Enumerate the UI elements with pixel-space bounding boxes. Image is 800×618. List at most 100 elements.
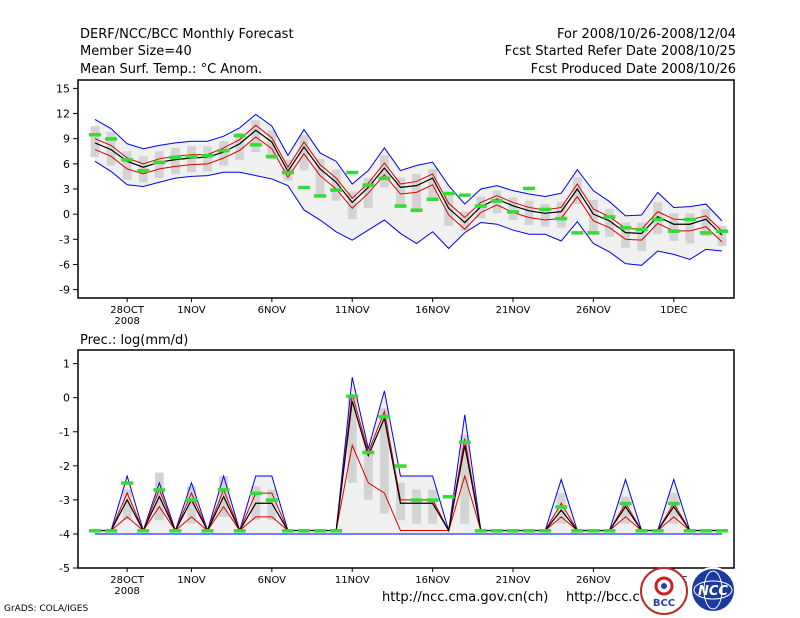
ensemble-box <box>637 222 647 252</box>
ensemble-box <box>701 209 711 236</box>
observation-marker <box>314 529 327 533</box>
observation-marker <box>619 501 632 506</box>
ensemble-box <box>605 209 614 237</box>
forecast-start-date: Fcst Started Refer Date 2008/10/25 <box>504 44 736 59</box>
x-tick-label: 21NOV <box>496 305 531 316</box>
observation-marker <box>683 217 696 222</box>
forecast-period: For 2008/10/26-2008/12/04 <box>557 27 736 42</box>
x-tick-label: 1NOV <box>177 305 206 316</box>
observation-marker <box>121 158 134 162</box>
y-tick-label: 9 <box>63 133 70 146</box>
ensemble-box <box>235 132 245 160</box>
observation-marker <box>426 197 439 202</box>
ensemble-box <box>187 146 196 173</box>
observation-marker <box>458 440 471 444</box>
observation-marker <box>555 505 568 509</box>
observation-marker <box>410 208 423 212</box>
observation-marker <box>603 215 616 219</box>
ensemble-box <box>187 486 196 524</box>
observation-marker <box>105 137 118 141</box>
ensemble-box <box>444 194 454 226</box>
ensemble-box <box>379 407 389 514</box>
ensemble-box <box>588 199 598 232</box>
lower-spread-line <box>94 136 723 243</box>
ensemble-box <box>460 211 470 231</box>
observation-marker <box>539 207 552 212</box>
ensemble-box <box>219 141 229 166</box>
observation-marker <box>699 529 712 533</box>
ensemble-box <box>621 496 630 524</box>
observation-marker <box>507 210 519 214</box>
x-tick-label: 28OCT <box>110 575 145 586</box>
observation-marker <box>490 529 503 533</box>
observation-marker <box>378 176 391 181</box>
observation-marker <box>185 154 198 159</box>
ensemble-box <box>428 489 438 524</box>
ensemble-box <box>508 197 518 221</box>
ensemble-box <box>412 173 421 213</box>
plot-frame <box>77 349 735 569</box>
observation-marker <box>137 529 150 533</box>
observation-marker <box>249 143 262 147</box>
ensemble-box <box>363 448 373 500</box>
x-tick-label: 16NOV <box>415 305 450 316</box>
max-envelope-line <box>95 377 722 533</box>
observation-marker <box>298 529 310 533</box>
observation-marker <box>281 529 294 533</box>
observation-marker <box>619 226 632 230</box>
bcc-logo: BCC <box>640 567 688 615</box>
year-label: 2008 <box>114 586 139 597</box>
y-tick-label: -2 <box>59 460 70 473</box>
ensemble-box <box>331 169 341 201</box>
observation-marker <box>667 501 680 506</box>
observation-marker <box>442 494 455 499</box>
grads-credit: GrADS: COLA/IGES <box>4 604 89 614</box>
observation-marker <box>490 199 503 203</box>
y-tick-label: 0 <box>63 392 70 405</box>
observation-marker <box>137 169 150 173</box>
svg-text:NCC: NCC <box>698 584 728 599</box>
ensemble-box <box>572 177 582 205</box>
y-tick-label: -5 <box>59 562 70 575</box>
observation-marker <box>265 498 278 502</box>
ensemble-box <box>428 168 438 200</box>
observation-marker <box>89 529 101 533</box>
ensemble-box <box>717 225 727 247</box>
observation-marker <box>683 529 696 533</box>
ensemble-box <box>122 151 132 180</box>
x-tick-label: 1DEC <box>660 305 687 316</box>
observation-marker <box>426 498 439 502</box>
observation-marker <box>330 188 343 192</box>
observation-marker <box>265 154 278 159</box>
ensemble-mean-line <box>94 129 723 236</box>
observation-marker <box>201 529 214 533</box>
ensemble-box <box>347 191 357 220</box>
observation-marker <box>362 450 375 455</box>
precipitation-panel: -5 -4 -3 -2 -1 0 1 28OCT 1NOV 6NOV 11NOV 16NOV 21NOV… <box>59 349 735 597</box>
y-tick-label: 6 <box>63 158 70 171</box>
ensemble-box <box>685 213 695 244</box>
precipitation-title: Prec.: log(mm/d) <box>80 333 188 348</box>
ncc-url-link[interactable]: http://ncc.cma.gov.cn(ch) <box>382 590 549 605</box>
chart-title: DERF/NCC/BCC Monthly Forecast <box>80 27 294 42</box>
ensemble-box <box>379 155 389 188</box>
ensemble-mean-line <box>95 400 722 533</box>
observation-marker <box>474 529 487 533</box>
observation-marker <box>716 229 728 233</box>
max-envelope-line <box>94 113 723 222</box>
observation-marker <box>699 231 712 235</box>
y-tick-label: -3 <box>59 233 70 246</box>
ensemble-box <box>251 120 261 153</box>
ncc-logo-graphic: NCC <box>693 570 733 610</box>
observation-marker <box>410 498 423 502</box>
year-label: 2008 <box>114 316 139 327</box>
ensemble-box <box>396 177 405 209</box>
x-tick-label: 11NOV <box>335 305 370 316</box>
observation-marker <box>346 170 359 175</box>
bcc-url-link[interactable]: http://bcc.c <box>566 590 640 605</box>
forecast-produced-date: Fcst Produced Date 2008/10/26 <box>530 62 736 77</box>
observation-marker <box>651 529 664 533</box>
x-tick-label: 6NOV <box>258 305 287 316</box>
observation-marker <box>635 227 648 232</box>
observation-marker <box>635 529 648 533</box>
